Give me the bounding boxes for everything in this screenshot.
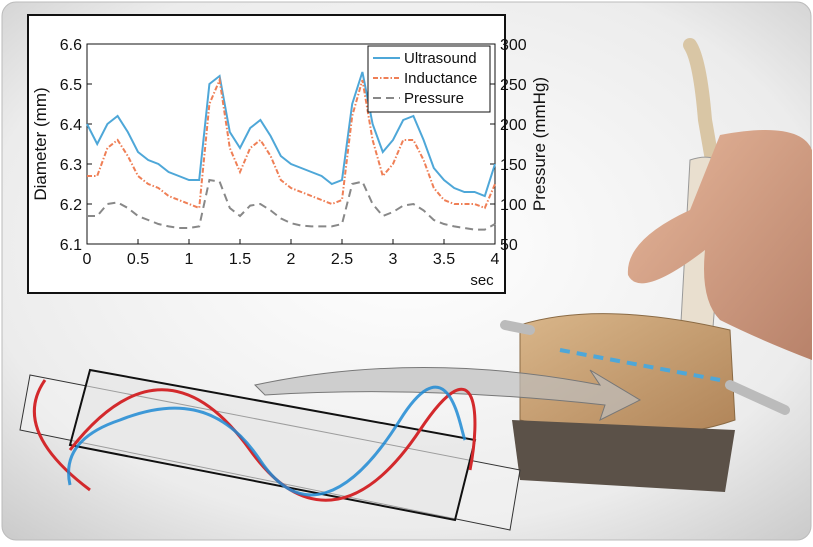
y2-tick-label: 200 — [500, 117, 527, 134]
legend-label: Pressure — [404, 90, 464, 107]
x-tick-label: 0 — [83, 251, 92, 268]
x-tick-label: 2.5 — [331, 251, 353, 268]
x-tick-label: 1.5 — [229, 251, 251, 268]
y-tick-label: 6.5 — [60, 77, 82, 94]
x-axis-label: sec — [470, 272, 494, 289]
y-tick-label: 6.4 — [60, 117, 82, 134]
x-tick-label: 3.5 — [433, 251, 455, 268]
x-tick-label: 2 — [287, 251, 296, 268]
y2-tick-label: 50 — [500, 237, 518, 254]
y2-tick-label: 150 — [500, 157, 527, 174]
legend-label: Ultrasound — [404, 50, 477, 67]
phantom — [520, 314, 735, 435]
x-tick-label: 4 — [491, 251, 500, 268]
y-tick-label: 6.1 — [60, 237, 82, 254]
y2-tick-label: 300 — [500, 37, 527, 54]
y-tick-label: 6.2 — [60, 197, 82, 214]
y2-axis-label: Pressure (mmHg) — [530, 77, 549, 211]
y-tick-label: 6.3 — [60, 157, 82, 174]
base — [512, 420, 735, 492]
y2-tick-label: 100 — [500, 197, 527, 214]
x-tick-label: 0.5 — [127, 251, 149, 268]
figure: sec Diameter (mm) Pressure (mmHg) 0 0.5 1 1… — [0, 0, 813, 542]
x-tick-label: 3 — [389, 251, 398, 268]
y-tick-label: 6.6 — [60, 37, 82, 54]
y2-tick-label: 250 — [500, 77, 527, 94]
y-axis-label: Diameter (mm) — [31, 87, 50, 200]
legend-label: Inductance — [404, 70, 477, 87]
x-tick-label: 1 — [185, 251, 194, 268]
